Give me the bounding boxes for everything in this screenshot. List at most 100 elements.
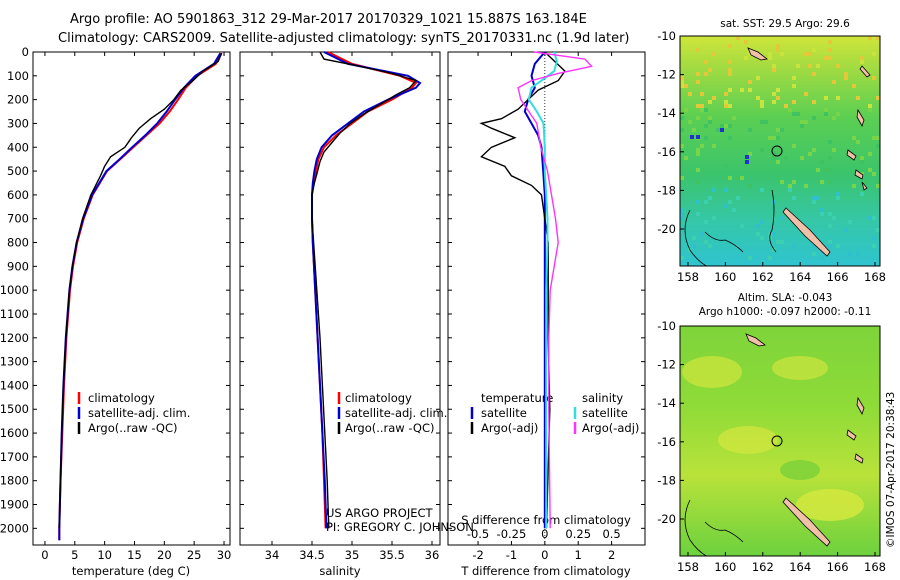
sst-pixel [680, 128, 684, 132]
sst-pixel [844, 72, 848, 76]
depth-tick-label: 900 [7, 259, 29, 273]
sst-pixel [780, 180, 784, 184]
sst-pixel [784, 156, 788, 160]
sst-pixel [820, 180, 824, 184]
sst-pixel [828, 224, 832, 228]
legend-label-climatology: climatology [88, 391, 155, 405]
x-tick-label: 25 [187, 548, 202, 562]
sst-pixel [876, 36, 880, 40]
map-lon-tick-label: 162 [752, 560, 774, 574]
sst-pixel [696, 116, 700, 120]
sst-pixel [860, 156, 864, 160]
sst-pixel [876, 96, 880, 100]
sst-map-title: sat. SST: 29.5 Argo: 29.6 [720, 18, 850, 30]
depth-tick-label: 1000 [0, 283, 29, 297]
sst-pixel [696, 48, 700, 52]
depth-tick-label: 1700 [0, 450, 29, 464]
sst-pixel [824, 96, 828, 100]
series-line-argo-raw-qc- [58, 52, 223, 529]
t-difference-xlabel: T difference from climatology [460, 564, 631, 578]
sst-pixel [724, 92, 728, 96]
sst-pixel [744, 56, 748, 60]
sst-pixel [680, 208, 684, 212]
sst-pixel [684, 156, 688, 160]
temperature-legend: climatology satellite-adj. clim. Argo(..… [77, 391, 190, 435]
sst-pixel [688, 92, 692, 96]
map-lat-tick-label: -16 [657, 145, 676, 159]
sst-pixel [740, 224, 744, 228]
sst-pixel [804, 92, 808, 96]
x-tick-label: 5 [71, 548, 78, 562]
map-lat-tick-label: -16 [657, 435, 676, 449]
sst-pixel [824, 112, 828, 116]
sst-pixel [712, 52, 716, 56]
sst-pixel [828, 40, 832, 44]
sst-pixel [828, 168, 832, 172]
legend-label-argo: Argo(..raw -QC) [88, 421, 178, 435]
sst-pixel [792, 180, 796, 184]
map-lat-tick-label: -18 [657, 183, 676, 197]
sst-pixel [696, 168, 700, 172]
sst-pixel [696, 180, 700, 184]
sst-pixel [708, 100, 712, 104]
sst-pixel [692, 236, 696, 240]
depth-tick-label: 1800 [0, 474, 29, 488]
sst-pixel [724, 204, 728, 208]
sst-pixel [860, 160, 864, 164]
salinity-xlabel: salinity [319, 564, 360, 578]
sst-pixel [724, 104, 728, 108]
sst-pixel [828, 56, 832, 60]
sst-pixel [728, 72, 732, 76]
sst-pixel [836, 64, 840, 68]
map-lon-tick-label: 162 [752, 270, 774, 284]
temperature-axes-frame [32, 51, 231, 546]
sla-map-title-line2: Argo h1000: -0.097 h2000: -0.11 [699, 306, 872, 318]
sst-pixel [832, 216, 836, 220]
map-lon-tick-label: 164 [789, 560, 811, 574]
sst-pixel [780, 128, 784, 132]
map-lat-tick-label: -10 [657, 319, 676, 333]
sst-pixel [860, 192, 864, 196]
sst-pixel [868, 108, 872, 112]
depth-tick-label: 500 [7, 164, 29, 178]
sst-pixel [680, 84, 684, 88]
sst-map: sat. SST: 29.5 Argo: 29.6 [679, 18, 881, 267]
sst-pixel [680, 144, 684, 148]
sst-pixel [812, 196, 816, 200]
x-tick-label: 10 [97, 548, 112, 562]
sst-pixel [680, 216, 684, 220]
sst-pixel [704, 240, 708, 244]
sst-pixel [728, 68, 732, 72]
sst-pixel [780, 240, 784, 244]
sst-pixel [792, 196, 796, 200]
sst-pixel [772, 136, 776, 140]
x-tick-label: 0 [541, 548, 548, 562]
depth-tick-label: 600 [7, 188, 29, 202]
sst-pixel [816, 168, 820, 172]
sst-pixel [756, 96, 760, 100]
sst-pixel [812, 200, 816, 204]
sst-pixel [680, 176, 684, 180]
sst-pixel [696, 212, 700, 216]
sst-pixel [768, 56, 772, 60]
sst-pixel [716, 128, 720, 132]
map-lat-tick-label: -20 [657, 512, 676, 526]
sst-pixel [868, 152, 872, 156]
x-tick-label: 34 [265, 548, 280, 562]
sst-pixel [700, 108, 704, 112]
sst-pixel [812, 116, 816, 120]
sst-pixel [732, 116, 736, 120]
sst-pixel [828, 240, 832, 244]
sst-pixel [724, 100, 728, 104]
sst-pixel [812, 252, 816, 256]
sst-pixel [792, 76, 796, 80]
sst-pixel [776, 128, 780, 132]
sst-pixel [704, 124, 708, 128]
map-lon-tick-label: 168 [864, 560, 886, 574]
sst-pixel [728, 176, 732, 180]
depth-tick-label: 1600 [0, 426, 29, 440]
sst-pixel [704, 136, 708, 140]
sst-pixel-cold [690, 135, 694, 139]
sst-pixel [836, 244, 840, 248]
